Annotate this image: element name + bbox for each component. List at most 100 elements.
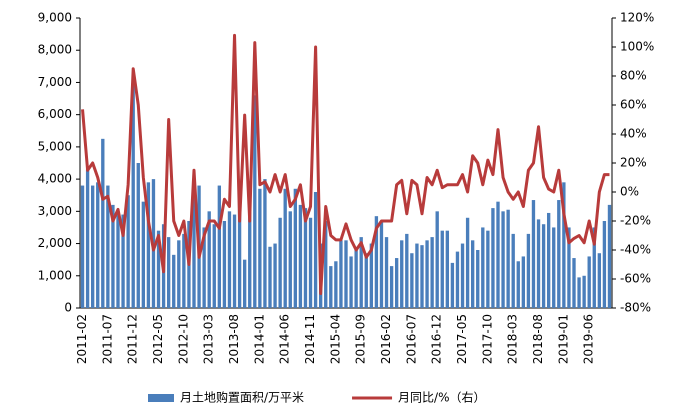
bar (172, 254, 176, 308)
bar (394, 258, 399, 308)
bar (460, 243, 465, 308)
bar (308, 217, 313, 308)
bar (389, 266, 394, 308)
bar (232, 214, 237, 308)
bar (298, 204, 303, 308)
bar (111, 204, 115, 308)
bar (435, 211, 439, 308)
y2-tick-label: -80% (620, 301, 651, 315)
bar (374, 216, 379, 308)
bar (126, 195, 130, 308)
bar (116, 211, 120, 308)
bar (263, 179, 267, 308)
bar (491, 208, 495, 308)
bar (577, 277, 581, 308)
bar (283, 188, 287, 308)
bar (339, 240, 343, 308)
bar (227, 211, 232, 308)
bar (526, 233, 531, 308)
bar (455, 251, 460, 308)
bar (303, 208, 308, 308)
bar (207, 211, 211, 308)
bar (131, 85, 135, 309)
x-tick-label: 2015-04 (328, 314, 342, 364)
bar (253, 95, 257, 308)
bar (552, 227, 556, 308)
x-tick-label: 2017-10 (480, 314, 494, 364)
bar (141, 201, 146, 308)
bar (349, 256, 353, 308)
bar (536, 219, 541, 308)
bar (415, 243, 419, 308)
bar (217, 185, 222, 308)
bar (202, 227, 206, 308)
bar (156, 230, 161, 308)
bar (511, 233, 515, 308)
bar (121, 214, 125, 308)
x-tick-label: 2013-08 (227, 314, 241, 364)
y2-tick-label: 120% (620, 11, 654, 25)
y-tick-label: 5,000 (38, 139, 72, 153)
bar (445, 230, 450, 308)
y-tick-label: 7,000 (38, 75, 72, 89)
bar (405, 233, 409, 308)
bar (222, 221, 227, 308)
bar (80, 185, 85, 308)
y-tick-label: 9,000 (38, 11, 72, 25)
bar (101, 138, 105, 308)
bar (237, 192, 242, 308)
bar (557, 200, 561, 308)
bar (587, 256, 591, 308)
bar (597, 253, 602, 308)
x-tick-label: 2016-02 (379, 314, 393, 364)
bar (136, 163, 140, 308)
x-tick-label: 2015-09 (354, 314, 368, 364)
bar (470, 240, 475, 308)
bar (90, 185, 95, 308)
bar (369, 243, 374, 308)
bar (278, 217, 282, 308)
bar (607, 204, 612, 308)
bar (440, 230, 444, 308)
x-tick-label: 2014-06 (278, 314, 292, 364)
bar (501, 211, 505, 308)
bar (106, 185, 110, 308)
bar (531, 200, 536, 308)
bar (354, 250, 358, 308)
bar (85, 169, 90, 308)
x-tick-label: 2013-03 (202, 314, 216, 364)
x-tick-label: 2016-12 (430, 314, 444, 364)
bar (182, 233, 186, 308)
bar (521, 256, 526, 308)
legend-swatch (148, 394, 174, 402)
y2-tick-label: -20% (620, 214, 651, 228)
bar (481, 227, 485, 308)
bar (450, 262, 455, 308)
y-tick-label: 0 (64, 301, 72, 315)
bar (572, 258, 576, 308)
bar (192, 195, 196, 308)
bar (334, 261, 338, 308)
bar (258, 188, 262, 308)
bar (324, 221, 328, 308)
bar (400, 240, 404, 308)
bar (430, 237, 434, 308)
y2-tick-label: 100% (620, 40, 654, 54)
bar (516, 261, 520, 308)
x-tick-label: 2018-03 (506, 314, 520, 364)
bar (541, 224, 546, 308)
bar (476, 250, 480, 308)
bar (425, 240, 429, 308)
x-tick-label: 2019-01 (556, 314, 570, 364)
y2-tick-label: 20% (620, 156, 647, 170)
y-tick-label: 1,000 (38, 268, 72, 282)
bar (293, 188, 298, 308)
x-tick-label: 2019-06 (582, 314, 596, 364)
bar (496, 201, 500, 308)
bar (567, 227, 571, 308)
bar (562, 182, 566, 308)
y2-tick-label: 0% (620, 185, 639, 199)
bar (96, 182, 100, 308)
legend-label: 月土地购置面积/万平米 (180, 390, 304, 405)
bar (602, 221, 607, 308)
